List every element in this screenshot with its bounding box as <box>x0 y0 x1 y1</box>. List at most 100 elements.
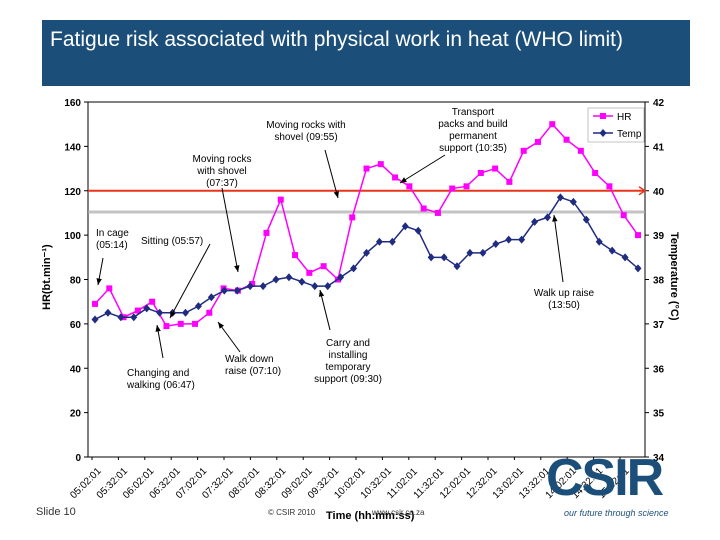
y-axis-label: HR(bt.min⁻¹) <box>41 244 53 310</box>
temp-data-point <box>298 277 306 286</box>
temp-data-point <box>156 308 164 317</box>
hr-data-point <box>306 269 313 276</box>
hr-data-point <box>620 212 627 219</box>
y2-tick-label: 40 <box>653 187 665 198</box>
temp-data-point <box>104 308 112 317</box>
temp-data-point <box>117 313 125 322</box>
temp-data-point <box>531 217 539 226</box>
temp-data-point <box>634 264 642 273</box>
legend-hr-label: HR <box>617 112 631 123</box>
temp-data-point <box>544 213 551 222</box>
temp-data-point <box>388 237 396 246</box>
annotation-text: Sitting (05:57) <box>141 236 203 247</box>
y2-tick-label: 36 <box>653 364 665 375</box>
y2-axis-label: Temperature (°C) <box>668 232 680 321</box>
annotation-text: Moving rocks with shovel (07:37) <box>193 154 252 189</box>
copyright-text: © CSIR 2010 <box>268 508 316 517</box>
hr-data-point <box>606 183 613 190</box>
logo-wordmark: CSIR <box>546 449 664 507</box>
temp-data-point <box>130 313 138 322</box>
hr-data-point <box>492 165 499 172</box>
hr-data-point <box>192 320 199 327</box>
hr-data-point <box>406 183 413 190</box>
hr-data-point <box>635 232 641 239</box>
hr-data-point <box>434 209 441 216</box>
y-tick-label: 80 <box>70 276 82 287</box>
hr-data-point <box>320 263 327 270</box>
y-tick-label: 120 <box>64 187 81 198</box>
y2-tick-label: 38 <box>653 276 665 287</box>
hr-data-point <box>149 298 156 305</box>
annotation-arrowhead <box>400 177 407 183</box>
temp-data-point <box>621 253 629 262</box>
website-text: www.csir.co.za <box>372 508 425 517</box>
temp-data-point <box>595 237 603 246</box>
annotation-arrow <box>324 149 339 199</box>
hr-data-point <box>477 170 484 176</box>
annotation-arrowhead <box>318 290 325 297</box>
temp-data-point <box>259 282 267 291</box>
y-tick-label: 0 <box>75 453 81 464</box>
legend-temp-marker <box>599 129 607 137</box>
logo-tagline: our future through science <box>564 508 669 518</box>
annotation-arrow <box>553 214 564 283</box>
annotation-arrow <box>399 154 446 184</box>
temp-data-point <box>143 304 151 313</box>
annotation-arrowhead <box>170 311 176 318</box>
hr-data-point <box>549 121 556 128</box>
annotation-arrow <box>169 243 211 319</box>
temp-data-point <box>375 237 383 246</box>
temp-data-point <box>569 197 577 206</box>
temp-data-point <box>608 246 616 255</box>
temp-data-point <box>220 286 228 295</box>
annotation-arrowhead <box>234 265 240 272</box>
hr-data-point <box>392 174 399 181</box>
hr-data-point <box>563 136 570 143</box>
temp-data-point <box>505 235 513 244</box>
hr-data-point <box>206 309 213 316</box>
x-axis-label: Time (hh:mm:ss) <box>326 510 415 522</box>
temp-data-point <box>492 240 500 248</box>
temp-data-point <box>401 222 409 231</box>
annotation-text: Changing and walking (06:47) <box>126 368 195 391</box>
hr-data-point <box>420 205 427 212</box>
hr-data-point <box>263 229 270 236</box>
y2-tick-label: 41 <box>653 142 665 153</box>
temp-data-point <box>182 308 189 317</box>
temp-data-point <box>466 248 474 257</box>
hr-data-point <box>577 147 584 154</box>
temp-data-point <box>337 273 345 282</box>
temp-data-point <box>207 293 215 302</box>
hr-data-point <box>449 185 456 192</box>
annotation-arrowhead <box>552 215 558 222</box>
y2-tick-label: 35 <box>653 409 665 420</box>
hr-data-point <box>92 300 98 307</box>
temp-data-point <box>194 302 202 311</box>
hr-data-point <box>349 214 356 221</box>
temp-data-point <box>233 286 241 295</box>
y-tick-label: 100 <box>64 231 81 242</box>
hr-data-point <box>363 165 370 172</box>
y2-tick-label: 42 <box>653 98 665 109</box>
who-limit-arrowhead <box>638 186 647 196</box>
y2-tick-label: 39 <box>653 231 665 242</box>
hr-data-point <box>249 280 256 287</box>
slide-title: Fatigue risk associated with physical wo… <box>50 28 624 51</box>
temp-data-point <box>518 235 526 244</box>
hr-data-point <box>534 138 541 145</box>
hr-data-point <box>506 178 513 185</box>
y-tick-label: 60 <box>70 320 82 331</box>
annotation-arrow <box>319 289 331 331</box>
temp-data-point <box>285 273 293 282</box>
legend-hr-marker <box>600 113 606 119</box>
plot-area <box>87 101 646 458</box>
annotation-text: Moving rocks with shovel (09:55) <box>266 120 345 143</box>
temp-data-point <box>91 315 99 324</box>
hr-data-point <box>106 285 113 292</box>
legend-temp-label: Temp <box>617 129 642 140</box>
hr-data-point <box>520 147 527 154</box>
hr-data-point <box>277 196 284 203</box>
annotation-text: Transport packs and build permanent support… <box>438 107 508 154</box>
temp-data-point <box>414 226 422 235</box>
temp-data-point <box>582 215 590 224</box>
